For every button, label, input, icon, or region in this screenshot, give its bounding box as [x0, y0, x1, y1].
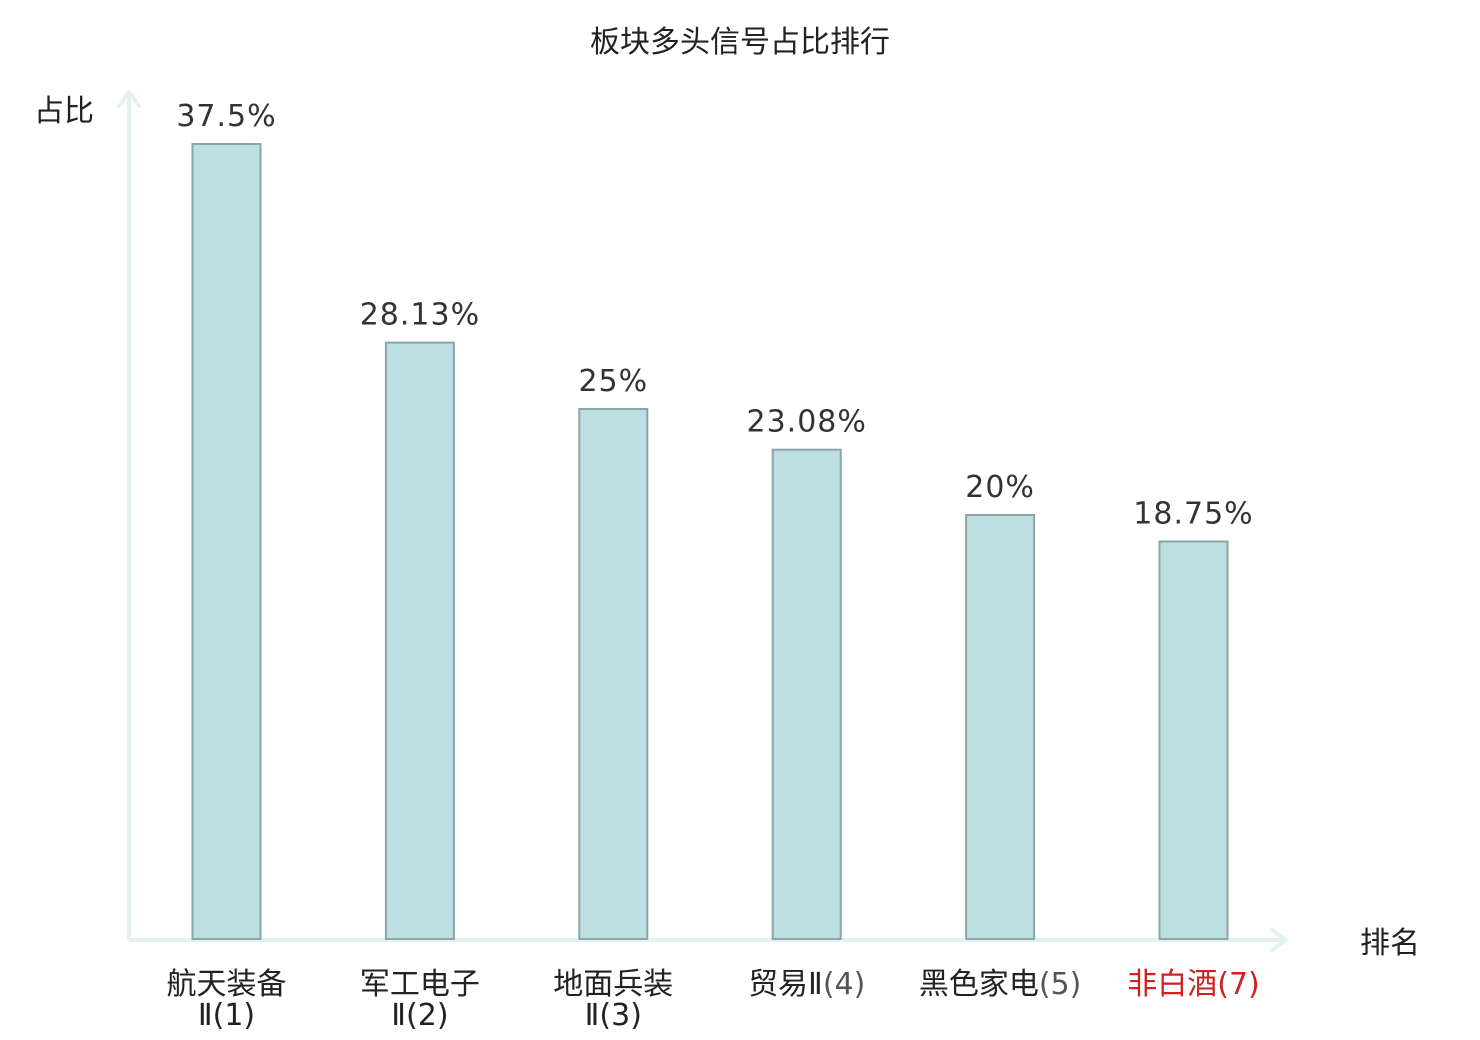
category-rank-4: (4) — [823, 967, 866, 1002]
x-axis-label: 排名 — [1360, 926, 1420, 961]
category-rank-5: (5) — [1039, 967, 1082, 1002]
value-label-3: 25% — [578, 364, 648, 399]
category-name-3: 地面兵装 — [553, 967, 673, 1002]
value-label-5: 20% — [965, 470, 1035, 505]
bar-4 — [771, 448, 842, 940]
bars-group — [191, 143, 1229, 941]
x-axis-arrow — [1270, 928, 1288, 952]
chart-title: 板块多头信号占比排行 — [590, 25, 890, 60]
category-label-4: 贸易Ⅱ(4) — [748, 967, 865, 1002]
bar-5 — [965, 514, 1036, 940]
category-name-1: 航天装备 — [167, 967, 287, 1002]
axes — [117, 90, 1288, 952]
value-labels-group: 37.5% 28.13% 25% 23.08% 20% 18.75% — [176, 99, 1253, 532]
category-name-6: 非白酒 — [1127, 967, 1217, 1002]
y-axis-arrow — [117, 90, 141, 108]
category-rank-6: (7) — [1217, 967, 1260, 1002]
category-rank-3: Ⅱ(3) — [585, 998, 642, 1033]
category-name-4: 贸易Ⅱ — [748, 967, 823, 1002]
bar-2 — [384, 341, 455, 941]
y-axis-label: 占比 — [34, 94, 94, 129]
value-label-6: 18.75% — [1133, 497, 1253, 532]
category-rank-1: Ⅱ(1) — [198, 998, 255, 1033]
value-label-4: 23.08% — [747, 405, 867, 440]
bar-6 — [1158, 540, 1229, 940]
bar-1 — [191, 143, 262, 940]
value-label-1: 37.5% — [176, 99, 276, 134]
category-label-5: 黑色家电(5) — [919, 967, 1082, 1002]
category-label-6: 非白酒(7) — [1127, 967, 1260, 1002]
category-name-2: 军工电子 — [360, 967, 480, 1002]
category-name-5: 黑色家电 — [919, 967, 1039, 1002]
category-rank-2: Ⅱ(2) — [391, 998, 448, 1033]
bar-3 — [578, 408, 649, 940]
value-label-2: 28.13% — [360, 298, 480, 333]
